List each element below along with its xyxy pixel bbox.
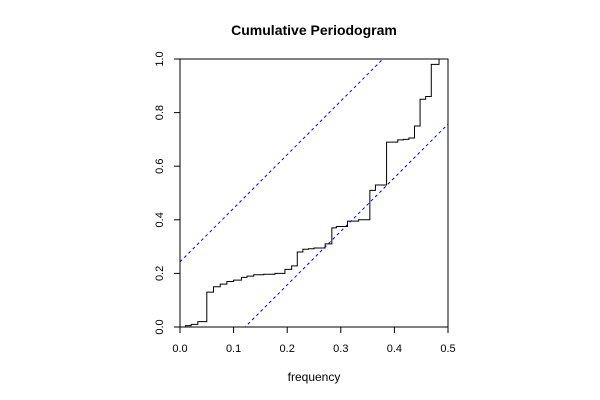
plot-frame — [179, 58, 449, 328]
x-tick-label: 0.1 — [226, 343, 241, 355]
cumulative-periodogram-step-line — [180, 58, 448, 328]
y-tick-label: 0.0 — [154, 319, 166, 334]
chart-title: Cumulative Periodogram — [231, 22, 397, 38]
x-tick-label: 0.0 — [172, 343, 187, 355]
x-tick-label: 0.3 — [333, 343, 348, 355]
upper-confidence-band-line — [180, 59, 384, 263]
x-tick-label: 0.5 — [440, 343, 455, 355]
x-axis-label: frequency — [288, 370, 341, 384]
y-tick-label: 0.2 — [154, 266, 166, 281]
y-tick-label: 1.0 — [154, 51, 166, 66]
plot-area — [180, 58, 448, 328]
x-tick-label: 0.4 — [387, 343, 402, 355]
lower-confidence-band-line — [244, 123, 448, 327]
y-tick-label: 0.6 — [154, 159, 166, 174]
y-tick-label: 0.8 — [154, 105, 166, 120]
x-tick-label: 0.2 — [280, 343, 295, 355]
y-tick-label: 0.4 — [154, 212, 166, 227]
axes: 0.0 0.1 0.2 0.3 0.4 0.5 0.0 0.2 0.4 0.6 0.8 1.0 — [154, 51, 456, 355]
